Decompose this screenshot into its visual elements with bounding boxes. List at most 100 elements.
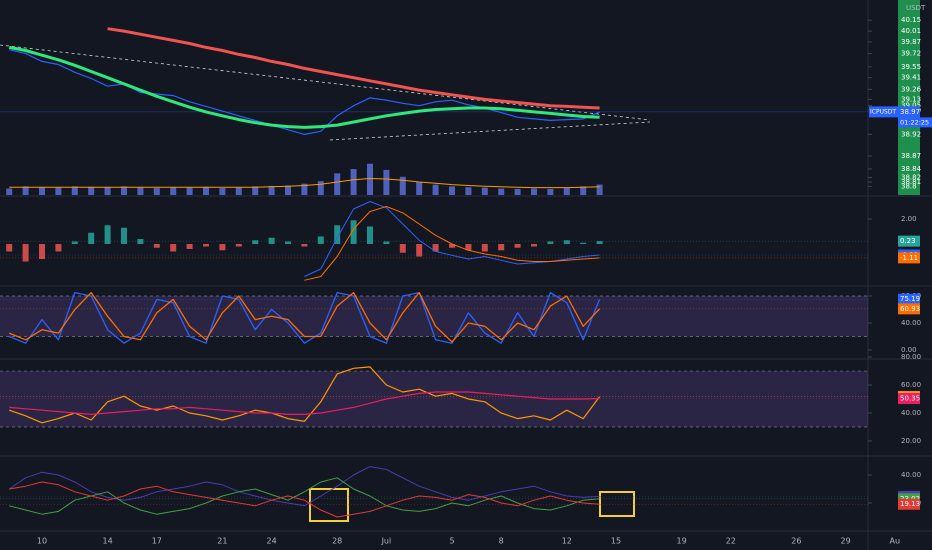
- series-line: [9, 391, 600, 415]
- bar: [334, 173, 341, 195]
- x-tick-label: 26: [791, 537, 801, 546]
- y-tick-label: 2.00: [901, 215, 917, 223]
- x-tick-label: 28: [332, 537, 342, 546]
- bar: [449, 244, 455, 248]
- bar: [88, 186, 95, 195]
- y-tick-label: 40.00: [901, 319, 921, 327]
- y-tick-label: 39.72: [901, 50, 921, 58]
- bar: [104, 225, 111, 244]
- bar: [449, 186, 455, 195]
- y-tick-label: 40.00: [901, 409, 921, 417]
- x-tick-label: 5: [449, 537, 454, 546]
- x-tick-label: Jul: [381, 537, 392, 546]
- last-value-tag: [898, 393, 920, 405]
- x-tick-label: 29: [841, 537, 851, 546]
- bar: [350, 169, 357, 195]
- trendline: [0, 44, 651, 121]
- bar: [252, 240, 259, 244]
- bar: [383, 169, 390, 195]
- bar: [6, 244, 13, 252]
- last-value-label: 19.13: [900, 500, 920, 508]
- bar: [514, 244, 521, 248]
- bar: [465, 187, 472, 195]
- band-fill: [0, 295, 868, 337]
- bar: [432, 244, 439, 252]
- x-tick-label: Au: [890, 537, 901, 546]
- series-line: [8, 291, 601, 344]
- y-tick-label: 39.26: [901, 85, 922, 93]
- bar: [580, 186, 587, 195]
- y-tick-label: 38.8: [901, 182, 917, 190]
- bar: [235, 244, 242, 247]
- bar: [55, 244, 62, 252]
- bar: [498, 244, 505, 251]
- bar: [203, 244, 209, 247]
- bar: [22, 244, 29, 262]
- bar: [367, 163, 373, 195]
- series-line: [9, 477, 600, 515]
- y-tick-label: 40.15: [901, 16, 921, 24]
- bar: [219, 244, 226, 251]
- bar: [547, 241, 554, 244]
- x-tick-label: 12: [562, 537, 572, 546]
- bar: [104, 187, 111, 195]
- bar: [121, 186, 127, 195]
- y-tick-label: 40.01: [901, 27, 921, 35]
- y-tick-label: 38.87: [901, 152, 921, 160]
- y-tick-label: 40.00: [901, 471, 921, 479]
- series-line: [8, 466, 600, 507]
- y-tick-label: 39.55: [901, 63, 921, 71]
- bar: [170, 187, 177, 195]
- series-line: [8, 291, 601, 343]
- bar: [186, 187, 193, 195]
- bar: [416, 244, 423, 257]
- y-tick-label: 60.00: [901, 381, 921, 389]
- last-value-tag: [898, 293, 920, 305]
- x-tick-label: 19: [677, 537, 687, 546]
- x-tick-label: 14: [103, 537, 113, 546]
- bar: [465, 244, 472, 251]
- x-tick-label: 22: [726, 537, 736, 546]
- y-tick-label: 0.00: [901, 346, 917, 354]
- bar: [153, 188, 160, 195]
- bar: [432, 184, 439, 195]
- highlight-box: [309, 488, 349, 522]
- bar: [399, 176, 406, 195]
- bar: [22, 186, 29, 195]
- y-tick-label: 80.00: [901, 353, 921, 361]
- bar: [596, 184, 603, 195]
- series-line: [9, 481, 600, 518]
- last-value-tag: [898, 303, 920, 315]
- bar: [547, 188, 554, 195]
- x-tick-label: 8: [499, 537, 504, 546]
- bar: [71, 241, 78, 244]
- last-value-label: 60.93: [900, 305, 920, 313]
- series-line: [304, 206, 600, 281]
- series-line: [107, 27, 600, 110]
- bar: [268, 237, 275, 244]
- bar: [334, 225, 341, 244]
- bar: [531, 188, 537, 195]
- bar: [301, 183, 308, 195]
- bar: [88, 232, 95, 244]
- series-line: [9, 49, 600, 135]
- bar: [170, 244, 177, 252]
- bar: [301, 244, 308, 247]
- last-value-tag: [898, 498, 920, 510]
- y-tick-label: 20.00: [901, 437, 921, 445]
- bar: [416, 182, 423, 195]
- bar: [268, 185, 275, 195]
- series-line: [9, 178, 600, 189]
- x-tick-label: 17: [152, 537, 162, 546]
- bar: [531, 244, 537, 247]
- y-tick-label: 38.81: [901, 178, 921, 186]
- bar: [596, 241, 603, 244]
- y-tick-label: 38.92: [901, 130, 921, 138]
- last-value-label: 38.97: [900, 108, 920, 116]
- series-line: [9, 366, 601, 424]
- x-tick-label: 24: [267, 537, 277, 546]
- bar: [399, 244, 406, 253]
- currency: USDT: [906, 4, 926, 12]
